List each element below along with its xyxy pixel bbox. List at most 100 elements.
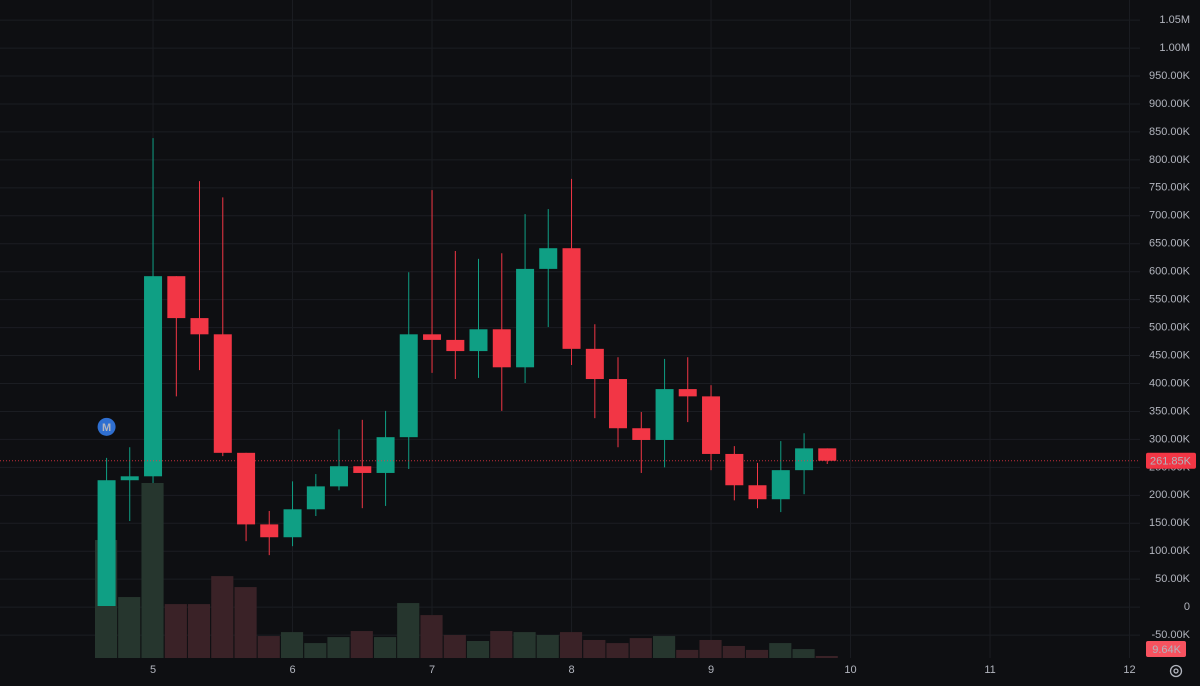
candle-body [376, 437, 395, 473]
candle-body [190, 318, 209, 335]
x-tick-label: 10 [844, 664, 856, 676]
y-tick-label: 550.00K [1149, 294, 1191, 306]
volume-bar [606, 643, 629, 658]
volume-bar [164, 604, 187, 658]
candle-body [655, 389, 674, 440]
last-price-tag [1146, 452, 1196, 469]
y-tick-label: 350.00K [1149, 405, 1191, 417]
candle-body [818, 448, 837, 461]
candle-body [260, 524, 279, 538]
volume-bar [722, 645, 745, 658]
candle-body [516, 268, 535, 368]
y-tick-label: 700.00K [1149, 210, 1191, 222]
candle-body [632, 428, 651, 440]
y-tick-label: 500.00K [1149, 322, 1191, 334]
y-tick-label: 100.00K [1149, 545, 1191, 557]
volume-bar [559, 632, 583, 658]
volume-bar [304, 643, 327, 658]
volume-bar [420, 615, 443, 658]
volume-bar [769, 643, 792, 658]
volume-bar [745, 649, 769, 658]
marker-label: M [102, 422, 111, 434]
y-tick-label: 450.00K [1149, 349, 1191, 361]
volume-bar [350, 631, 373, 658]
candles [97, 138, 837, 607]
y-tick-label: 750.00K [1149, 182, 1191, 194]
candle-body [120, 476, 139, 481]
candle-body [678, 389, 697, 397]
y-tick-label: 800.00K [1149, 154, 1191, 166]
y-tick-label: 400.00K [1149, 377, 1191, 389]
candle-body [562, 248, 581, 349]
candle-body [399, 334, 418, 438]
y-tick-label: 50.00K [1155, 573, 1191, 585]
marker [97, 417, 116, 436]
y-tick-label: 300.00K [1149, 433, 1191, 445]
y-tick-label: 850.00K [1149, 126, 1191, 138]
x-tick-label: 11 [984, 664, 995, 676]
candle-body [97, 480, 116, 607]
candle-body [702, 396, 721, 454]
candle-body [306, 486, 325, 510]
volume-bar [583, 639, 606, 658]
candle-body [608, 379, 627, 429]
volume-bar [280, 632, 304, 658]
volume-bar [676, 649, 699, 658]
candle-body [144, 276, 163, 477]
y-tick-label: 1.05M [1159, 14, 1190, 26]
y-tick-label: 1.00M [1159, 42, 1190, 54]
grid [0, 0, 1140, 658]
volume-bar [141, 483, 164, 658]
volume-bar [629, 638, 652, 658]
x-tick-label: 7 [429, 664, 435, 676]
volume-bar [374, 637, 397, 658]
y-tick-label: 650.00K [1149, 238, 1191, 250]
volume-bar [792, 649, 815, 658]
candle-body [748, 485, 767, 500]
x-tick-label: 12 [1123, 664, 1135, 676]
x-tick-label: 8 [568, 664, 574, 676]
volume-bar [234, 587, 257, 658]
last-volume-tag [1146, 641, 1186, 658]
candle-body [795, 448, 814, 471]
volume [95, 483, 838, 658]
y-tick-label: 150.00K [1149, 517, 1191, 529]
x-tick-label: 9 [708, 664, 714, 676]
candle-body [353, 466, 372, 473]
volume-bar [536, 634, 559, 658]
y-tick-label: 600.00K [1149, 266, 1191, 278]
gear-inner [1173, 668, 1179, 674]
settings-icon[interactable] [1169, 664, 1183, 678]
volume-bar [327, 637, 350, 658]
candle-body [213, 334, 232, 453]
volume-bar [653, 636, 676, 658]
gear-outer [1169, 664, 1183, 678]
candle-body [423, 334, 442, 340]
y-tick-label: 900.00K [1149, 98, 1191, 110]
candle-body [446, 339, 465, 352]
candle-body [329, 466, 348, 487]
volume-bar [466, 640, 490, 658]
volume-bar [187, 604, 211, 658]
candle-body [492, 329, 511, 368]
volume-bar [699, 639, 722, 658]
volume-bar [397, 603, 420, 658]
candle-body [585, 348, 604, 380]
candle-body [725, 453, 744, 486]
y-tick-label: 200.00K [1149, 489, 1191, 501]
candle-body [469, 329, 488, 352]
candle-body [167, 276, 186, 319]
x-tick-label: 6 [289, 664, 295, 676]
volume-bar [513, 632, 536, 658]
candle-body [539, 248, 558, 269]
volume-bar [118, 597, 141, 658]
volume-bar [211, 576, 234, 658]
volume-bar [490, 631, 513, 658]
candle-body [771, 470, 790, 500]
y-tick-label: 0 [1184, 601, 1190, 613]
x-tick-label: 5 [150, 664, 156, 676]
candle-body [237, 452, 256, 525]
